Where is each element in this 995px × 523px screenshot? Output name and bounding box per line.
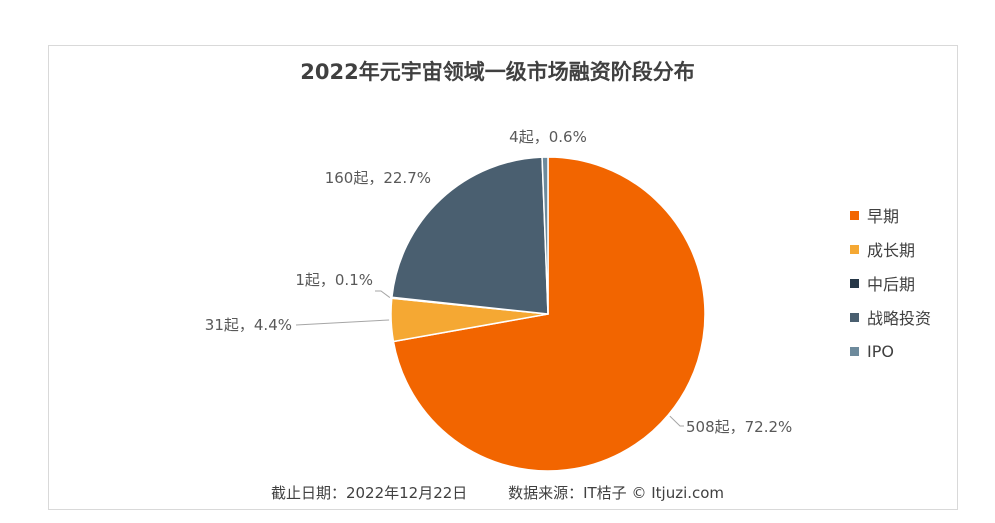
data-label-early: 508起，72.2%	[686, 418, 792, 436]
leader-line-early	[669, 415, 684, 427]
data-label-strategic: 160起，22.7%	[325, 169, 431, 187]
legend-label-early: 早期	[867, 207, 900, 226]
legend-item-ipo: IPO	[850, 334, 931, 368]
legend: 早期 成长期 中后期 战略投资 IPO	[850, 198, 931, 368]
legend-label-growth: 成长期	[867, 241, 916, 260]
legend-swatch-strategic	[850, 312, 859, 322]
data-source: 数据来源：IT桔子 © Itjuzi.com	[508, 484, 725, 502]
legend-swatch-growth	[850, 244, 859, 254]
data-label-ipo: 4起，0.6%	[509, 128, 587, 146]
data-label-growth: 31起，4.4%	[205, 316, 292, 334]
legend-swatch-late	[850, 278, 859, 288]
chart-footer: 截止日期：2022年12月22日 数据来源：IT桔子 © Itjuzi.com	[0, 482, 995, 503]
leader-line-late	[375, 290, 391, 298]
legend-label-ipo: IPO	[867, 341, 894, 361]
pie-slice-ipo	[541, 156, 549, 315]
pie-slice-early	[392, 156, 706, 472]
chart-title: 2022年元宇宙领域一级市场融资阶段分布	[300, 60, 695, 84]
pie-slice-strategic	[391, 156, 549, 315]
data-label-late: 1起，0.1%	[295, 271, 373, 289]
legend-item-strategic: 战略投资	[850, 300, 931, 334]
legend-item-late: 中后期	[850, 266, 931, 300]
cutoff-date: 截止日期：2022年12月22日	[270, 484, 468, 502]
legend-label-strategic: 战略投资	[867, 309, 932, 328]
leader-line-growth	[295, 319, 390, 326]
legend-swatch-ipo	[850, 346, 859, 356]
legend-item-growth: 成长期	[850, 232, 931, 266]
legend-swatch-early	[850, 210, 859, 220]
legend-item-early: 早期	[850, 198, 931, 232]
legend-label-late: 中后期	[867, 275, 916, 294]
